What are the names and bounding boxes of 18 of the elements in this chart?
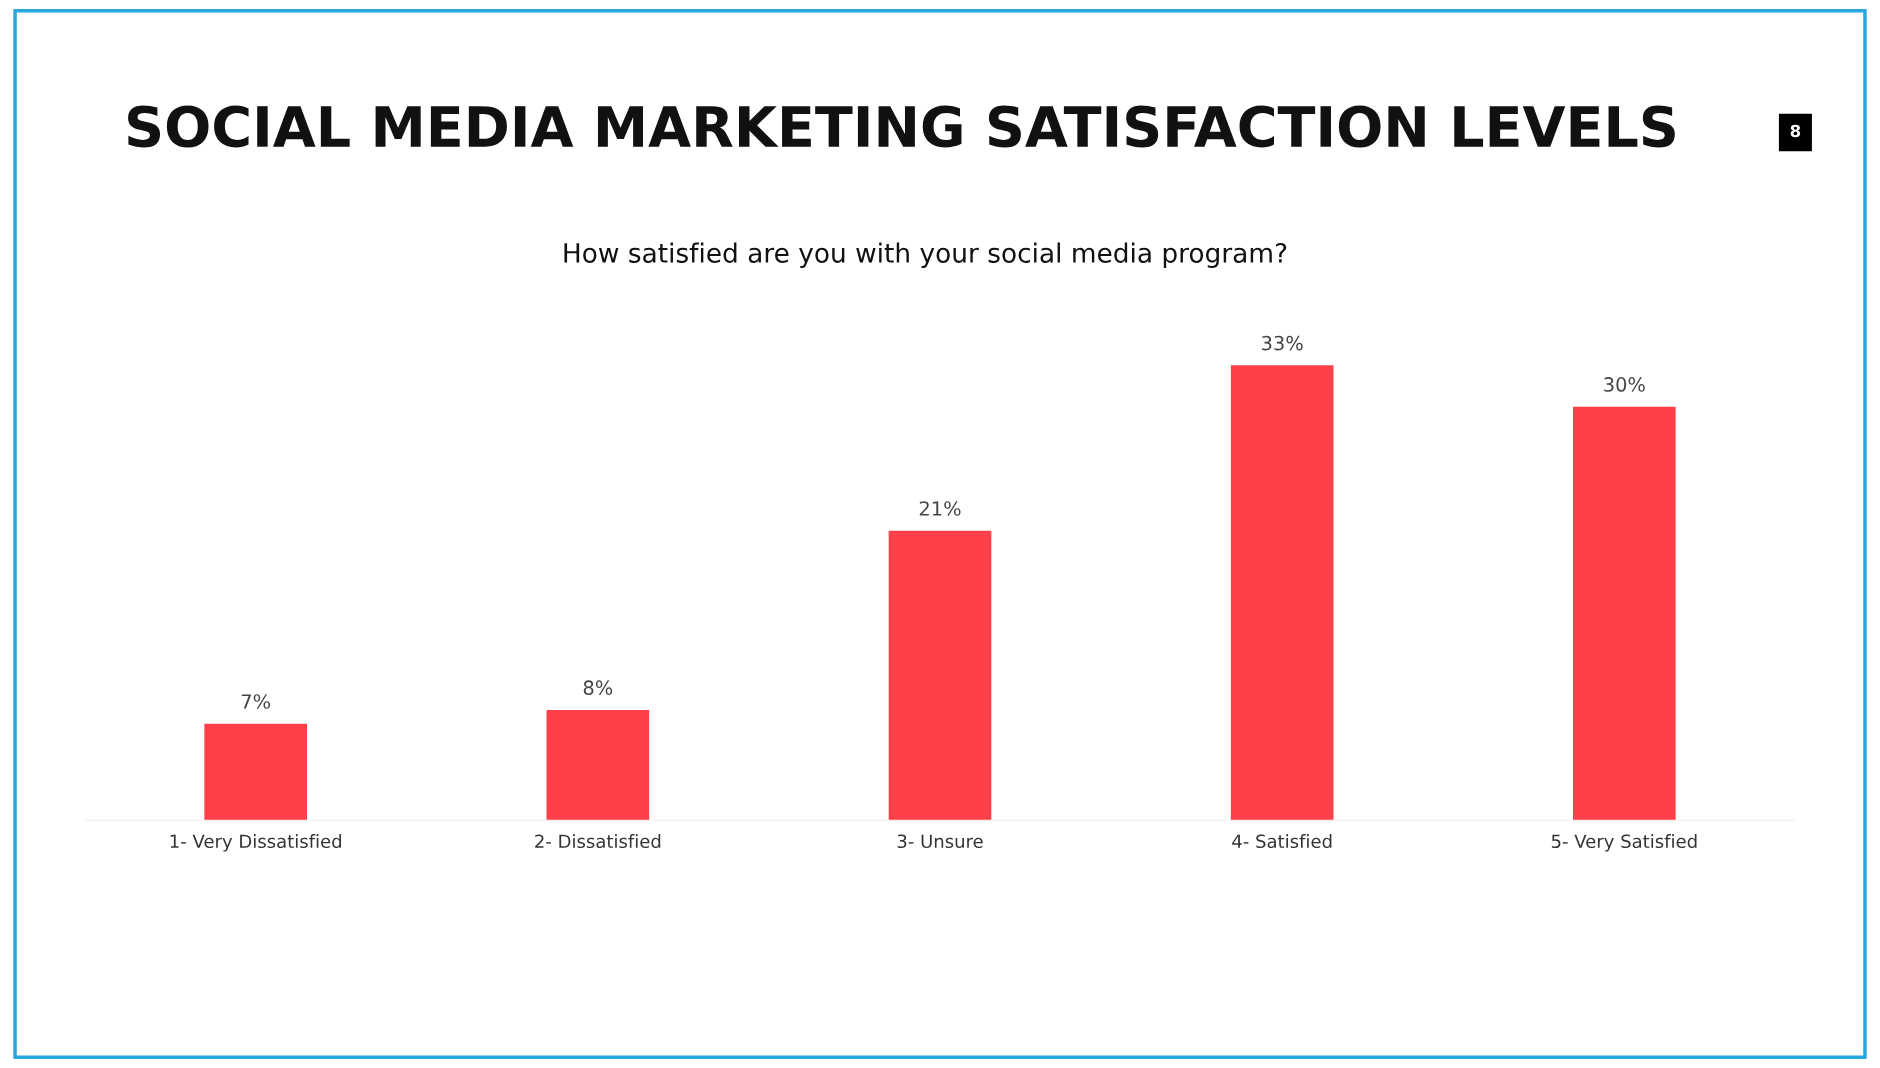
x-tick-label: 1- Very Dissatisfied (170, 834, 341, 852)
bar (546, 709, 650, 821)
data-label: 8% (583, 680, 613, 696)
chart-subtitle: How satisfied are you with your social media program? (564, 242, 1287, 269)
bar (888, 530, 992, 821)
bar (1573, 406, 1676, 821)
bar (1230, 365, 1334, 821)
data-label: 33% (1262, 335, 1303, 351)
x-tick-label: 4- Satisfied (1232, 834, 1332, 849)
data-label: 30% (1604, 377, 1645, 392)
data-label: 7% (241, 694, 271, 709)
x-tick-label: 2- Dissatisfied (535, 834, 661, 849)
text: 8 (1790, 124, 1801, 138)
data-label: 21% (919, 501, 961, 516)
x-tick-label: 5- Very Satisfied (1551, 834, 1697, 852)
chart-title: SOCIAL MEDIA MARKETING SATISFACTION LEVELS (128, 105, 1675, 148)
bar (204, 723, 307, 821)
x-tick-label: 3- Unsure (897, 834, 983, 849)
